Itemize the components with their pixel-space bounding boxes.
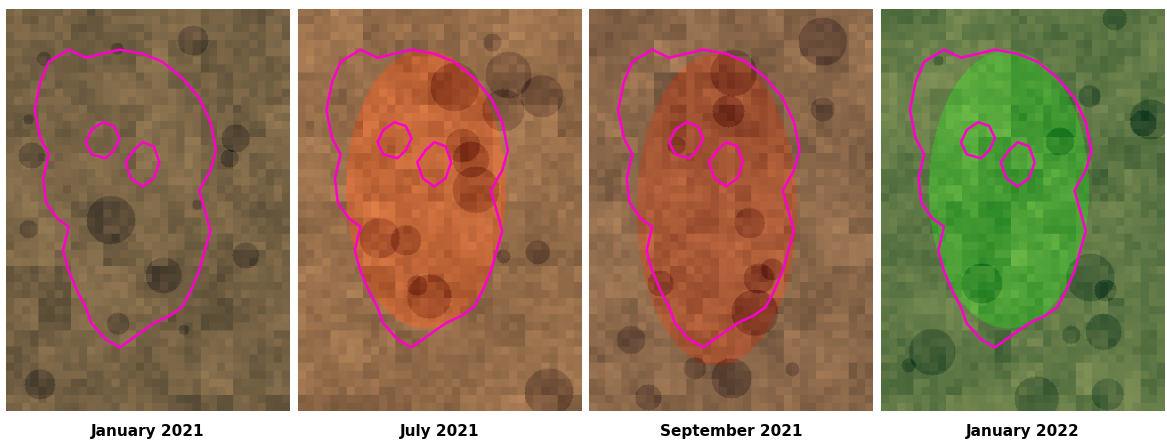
Text: September 2021: September 2021 bbox=[659, 424, 803, 439]
Text: January 2022: January 2022 bbox=[966, 424, 1079, 439]
Text: July 2021: July 2021 bbox=[399, 424, 480, 439]
Text: January 2021: January 2021 bbox=[91, 424, 204, 439]
